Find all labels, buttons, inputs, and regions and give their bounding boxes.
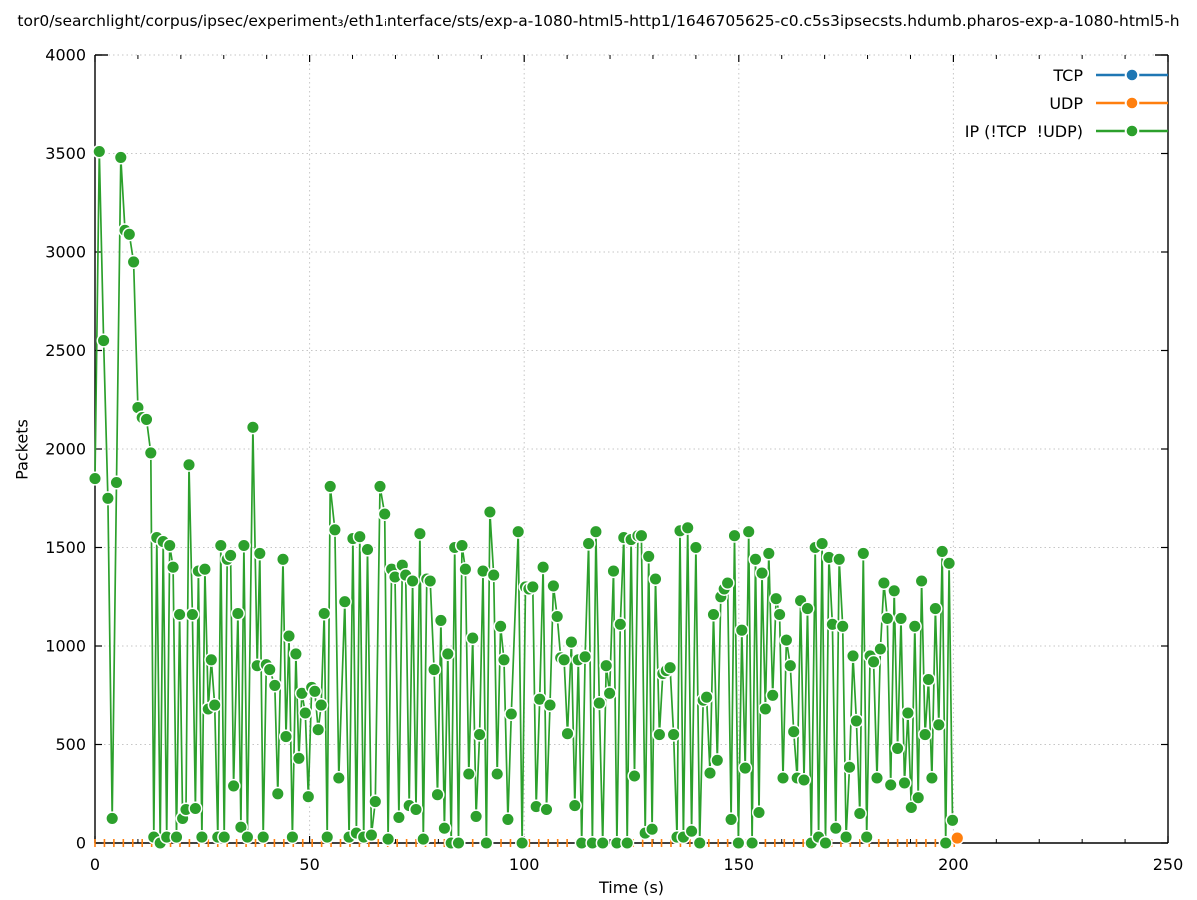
legend-entry-ip: IP (!TCP !UDP)	[965, 117, 1169, 145]
legend-label-udp: UDP	[1049, 93, 1083, 113]
legend-entry-tcp: TCP	[965, 61, 1169, 89]
y-tick-label: 4000	[45, 46, 86, 65]
x-tick-label: 200	[938, 855, 969, 874]
x-tick-label: 50	[299, 855, 319, 874]
legend-label-tcp: TCP	[1053, 65, 1083, 85]
legend-line-dot-sample-tcp	[1096, 67, 1168, 83]
y-tick-label: 3000	[45, 243, 86, 262]
legend: TCP UDP IP (!TCP !UDP)	[965, 61, 1169, 145]
y-tick-label: 3500	[45, 144, 86, 163]
legend-label-ip: IP (!TCP !UDP)	[964, 121, 1083, 141]
y-tick-label: 2500	[45, 341, 86, 360]
y-tick-label: 1500	[45, 538, 86, 557]
legend-line-dot-sample-ip	[1096, 123, 1168, 139]
y-tick-label: 1000	[45, 637, 86, 656]
y-tick-label: 2000	[45, 440, 86, 459]
legend-entry-udp: UDP	[965, 89, 1169, 117]
x-tick-label: 150	[724, 855, 755, 874]
y-tick-label: 0	[76, 834, 86, 853]
x-tick-label: 0	[90, 855, 100, 874]
legend-line-dot-sample-udp	[1096, 95, 1168, 111]
x-axis-label: Time (s)	[598, 878, 665, 897]
y-tick-label: 500	[55, 735, 86, 754]
figure-title: tor0/searchlight/corpus/ipsec/experiment…	[17, 12, 1180, 30]
x-tick-label: 100	[509, 855, 540, 874]
x-tick-label: 250	[1153, 855, 1184, 874]
